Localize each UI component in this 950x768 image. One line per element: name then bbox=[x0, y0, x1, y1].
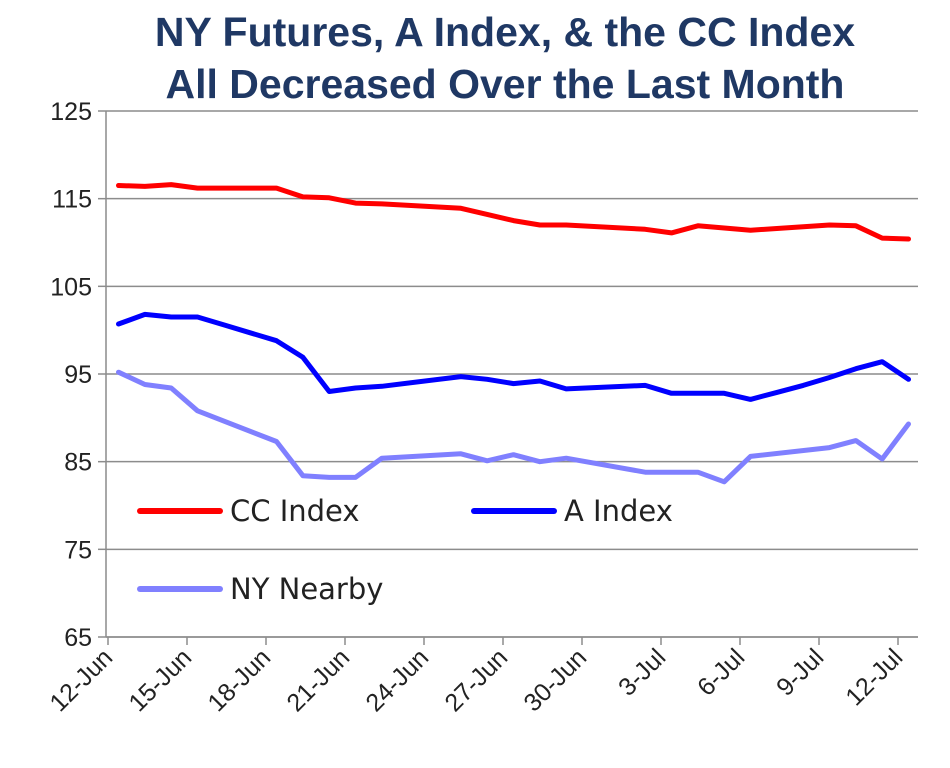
series-line-1 bbox=[116, 311, 911, 402]
series-line-2 bbox=[116, 369, 911, 485]
legend-label-0: CC Index bbox=[230, 494, 360, 528]
chart-title: NY Futures, A Index, & the CC Index All … bbox=[0, 6, 950, 110]
x-tick-label-7: 3-Jul bbox=[613, 643, 671, 701]
x-tick-label-9: 9-Jul bbox=[771, 643, 829, 701]
legend: CC Index A Index NY Nearby bbox=[137, 494, 673, 606]
x-tick-label-2: 18-Jun bbox=[202, 643, 276, 717]
legend-label-1: A Index bbox=[564, 494, 673, 528]
y-tick-label-95: 95 bbox=[64, 361, 92, 389]
y-tick-label-115: 115 bbox=[52, 186, 92, 214]
y-tick-label-75: 75 bbox=[64, 536, 92, 564]
x-tick-label-3: 21-Jun bbox=[281, 643, 355, 717]
x-tick-label-5: 27-Jun bbox=[439, 643, 513, 717]
y-tick-label-85: 85 bbox=[64, 449, 92, 477]
x-tick-label-8: 6-Jul bbox=[692, 643, 750, 701]
series-lines bbox=[116, 182, 911, 485]
chart-title-line-1: NY Futures, A Index, & the CC Index bbox=[154, 9, 856, 55]
x-axis-ticks: 12-Jun 15-Jun 18-Jun 21-Jun 24-Jun 27-Jun 30-J… bbox=[44, 643, 908, 717]
y-tick-label-65: 65 bbox=[64, 624, 92, 652]
y-tick-label-105: 105 bbox=[50, 273, 92, 301]
x-tick-label-6: 30-Jun bbox=[518, 643, 592, 717]
x-tick-label-0: 12-Jun bbox=[44, 643, 118, 717]
x-tick-label-4: 24-Jun bbox=[360, 643, 434, 717]
y-axis-ticks: 65 75 85 95 105 115 125 bbox=[50, 98, 92, 652]
y-tick-label-125: 125 bbox=[50, 98, 92, 126]
series-line-0 bbox=[116, 182, 911, 242]
legend-label-2: NY Nearby bbox=[230, 572, 383, 606]
x-tick-label-10: 12-Jul bbox=[840, 643, 908, 711]
x-tick-label-1: 15-Jun bbox=[123, 643, 197, 717]
axes bbox=[98, 110, 918, 645]
chart-title-line-2: All Decreased Over the Last Month bbox=[165, 61, 845, 107]
